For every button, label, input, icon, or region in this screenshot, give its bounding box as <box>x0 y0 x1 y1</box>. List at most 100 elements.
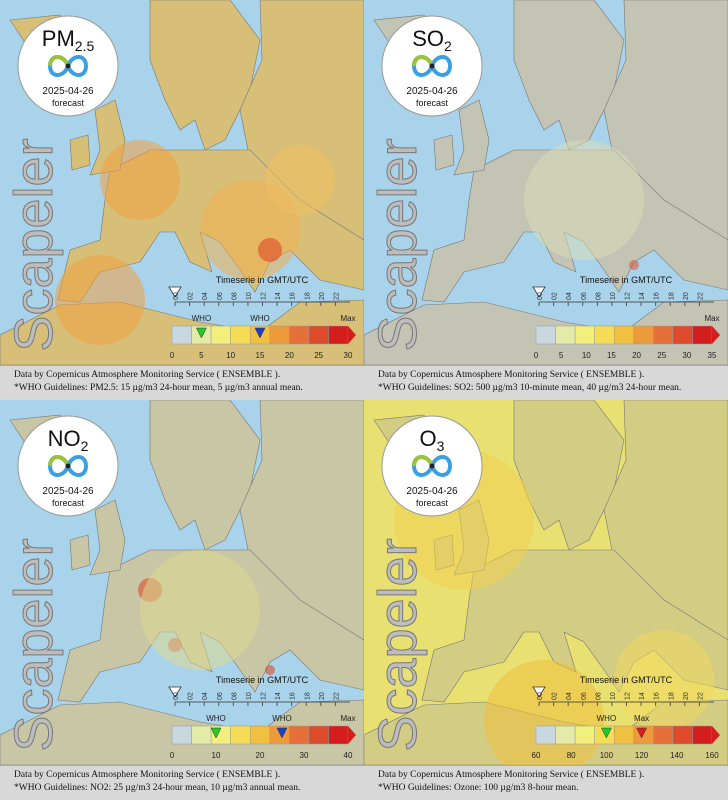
hour-label: 02 <box>188 292 195 300</box>
legend-swatch <box>210 325 231 345</box>
forecast-date: 2025-04-26 <box>42 86 94 97</box>
footer-line: *WHO Guidelines: NO2: 25 µg/m3 24-hour m… <box>14 783 301 793</box>
hour-label: 04 <box>202 692 209 700</box>
pollution-area <box>100 140 180 220</box>
forecast-note: forecast <box>416 98 449 108</box>
map-panel: O3 2025-04-26 forecast Scapeler Timeserie in… <box>364 400 728 800</box>
legend-swatch <box>613 725 635 745</box>
hour-label: 00 <box>537 292 544 300</box>
footer: Data by Copernicus Atmosphere Monitoring… <box>0 765 364 800</box>
legend-tick-label: 160 <box>705 751 719 760</box>
hour-label: 06 <box>217 692 224 700</box>
legend-swatch <box>171 325 192 345</box>
pollution-area <box>265 145 335 215</box>
logo-leaf <box>412 455 434 467</box>
pollution-area <box>524 140 644 260</box>
forecast-date: 2025-04-26 <box>42 486 94 497</box>
hour-label: 20 <box>683 292 690 300</box>
pollution-area <box>258 238 282 262</box>
legend-tick-label: 30 <box>344 351 353 360</box>
who-marker <box>254 327 266 339</box>
hour-label: 08 <box>595 692 602 700</box>
hour-label: 08 <box>231 692 238 700</box>
hour-label: 22 <box>697 292 704 300</box>
legend-swatch <box>328 325 349 345</box>
legend-swatch <box>328 725 349 745</box>
footer-line: *WHO Guidelines: Ozone: 100 µg/m3 8-hour… <box>378 783 579 793</box>
legend-tick-label: 60 <box>532 751 541 760</box>
logo-dot <box>429 63 435 69</box>
forecast-date: 2025-04-26 <box>406 86 458 97</box>
max-marker <box>636 727 648 739</box>
hour-label: 10 <box>246 292 253 300</box>
hour-label: 22 <box>333 692 340 700</box>
title-main: O <box>420 426 437 451</box>
max-label: Max <box>340 714 355 723</box>
hour-label: 06 <box>581 292 588 300</box>
legend-tick-label: 35 <box>708 351 717 360</box>
legend-tick-label: 100 <box>600 751 614 760</box>
legend-swatch <box>653 325 674 345</box>
logo-dot <box>65 463 71 469</box>
legend-swatch <box>574 725 595 745</box>
forecast-date: 2025-04-26 <box>406 486 458 497</box>
hour-label: 08 <box>231 292 238 300</box>
logo-leaf <box>48 455 70 467</box>
hour-label: 00 <box>173 292 180 300</box>
legend-swatch <box>594 325 615 345</box>
title-main: SO <box>412 26 444 51</box>
legend-tick-label: 20 <box>285 351 294 360</box>
legend-swatch <box>672 725 693 745</box>
hour-label: 06 <box>217 292 224 300</box>
legend-swatch <box>535 325 556 345</box>
hour-label: 16 <box>654 692 661 700</box>
hour-label: 12 <box>625 292 632 300</box>
legend-tick-label: 40 <box>344 751 353 760</box>
legend-tick-label: 25 <box>314 351 323 360</box>
legend-tick-label: 0 <box>170 751 175 760</box>
footer-line: *WHO Guidelines: SO2: 500 µg/m3 10-minut… <box>378 383 682 393</box>
timeline-label: Timeserie in GMT/UTC <box>580 275 673 285</box>
legend-swatch <box>289 725 310 745</box>
footer-line: Data by Copernicus Atmosphere Monitoring… <box>378 770 645 780</box>
hour-label: 04 <box>202 292 209 300</box>
pollution-area <box>140 550 260 670</box>
time-cursor <box>532 686 546 698</box>
who-label: WHO <box>206 714 226 723</box>
footer-line: *WHO Guidelines: PM2.5: 15 µg/m3 24-hour… <box>14 383 303 393</box>
legend-tick-label: 10 <box>212 751 221 760</box>
footer-line: Data by Copernicus Atmosphere Monitoring… <box>14 770 281 780</box>
hour-label: 08 <box>595 292 602 300</box>
hour-label: 20 <box>319 292 326 300</box>
legend-swatch <box>269 325 290 345</box>
timeline-label: Timeserie in GMT/UTC <box>216 275 309 285</box>
legend-arrow <box>348 726 356 744</box>
pollutant-title: PM2.5 <box>42 26 95 54</box>
hour-label: 04 <box>566 692 573 700</box>
logo-dot <box>429 463 435 469</box>
legend-swatch <box>230 325 251 345</box>
brand-watermark: Scapeler <box>4 538 64 751</box>
legend-arrow <box>712 326 720 344</box>
hour-label: 00 <box>537 692 544 700</box>
legend-tick-label: 20 <box>256 751 265 760</box>
hour-label: 12 <box>261 692 268 700</box>
legend-swatch <box>171 725 192 745</box>
legend-tick-label: 30 <box>300 751 309 760</box>
hour-label: 12 <box>625 692 632 700</box>
map-panel: PM2.5 2025-04-26 forecast Scapeler Timeserie… <box>0 0 364 400</box>
brand-watermark: Scapeler <box>368 138 428 351</box>
pollutant-title: NO2 <box>48 426 89 454</box>
hour-label: 14 <box>275 292 282 300</box>
legend-tick-label: 10 <box>582 351 591 360</box>
legend-tick-label: 140 <box>670 751 684 760</box>
legend-tick-label: 5 <box>559 351 564 360</box>
forecast-note: forecast <box>52 98 85 108</box>
land <box>453 99 490 176</box>
legend-tick-label: 20 <box>632 351 641 360</box>
who-marker <box>600 727 612 739</box>
